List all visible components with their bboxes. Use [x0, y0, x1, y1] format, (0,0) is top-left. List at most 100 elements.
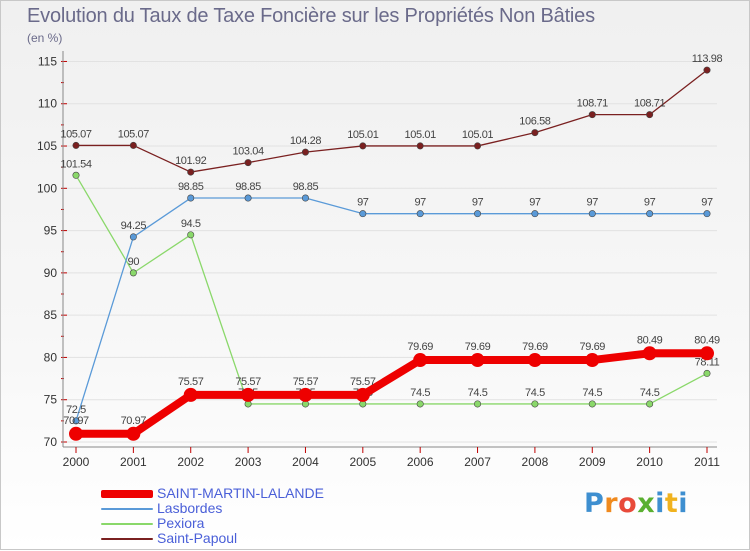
legend-swatch-saint-papoul: [101, 537, 153, 540]
data-label: 75.57: [235, 376, 261, 388]
x-tick-label: 2000: [63, 455, 90, 469]
data-point: [531, 210, 539, 218]
data-label: 79.69: [465, 341, 491, 353]
data-point: [474, 142, 482, 150]
y-tick-label: 70: [44, 435, 58, 449]
data-label: 75.57: [293, 376, 319, 388]
data-label: 97: [472, 197, 484, 209]
data-point: [72, 417, 80, 425]
legend-label: Lasbordes: [157, 500, 223, 516]
data-label: 98.85: [235, 181, 261, 193]
legend-item-saint-papoul: Saint-Papoul: [101, 531, 324, 546]
data-label: 105.01: [462, 129, 494, 141]
y-tick-label: 100: [37, 181, 57, 195]
data-point: [72, 171, 80, 179]
data-label: 74.5: [468, 387, 488, 399]
data-point: [187, 194, 195, 202]
data-label: 79.69: [580, 341, 606, 353]
data-label: 105.07: [60, 128, 92, 140]
y-tick-label: 115: [38, 54, 57, 68]
data-point: [359, 210, 367, 218]
y-tick-label: 105: [37, 139, 57, 153]
data-point: [588, 210, 596, 218]
data-label: 94.5: [181, 218, 201, 230]
data-point: [703, 369, 711, 377]
x-tick-label: 2005: [349, 455, 376, 469]
data-label: 75.57: [178, 376, 204, 388]
legend-label: Saint-Papoul: [157, 530, 238, 546]
y-tick-label: 95: [44, 224, 58, 238]
series-line: [75, 174, 708, 405]
data-point: [416, 400, 424, 408]
x-tick-label: 2011: [694, 455, 720, 469]
legend-swatch-saint-martin-lalande: [101, 489, 153, 498]
legend-label: Pexiora: [157, 515, 205, 531]
data-point: [585, 353, 600, 368]
data-point: [187, 168, 195, 176]
data-label: 98.85: [293, 181, 319, 193]
data-label: 108.71: [634, 98, 666, 110]
x-tick-label: 2010: [636, 455, 663, 469]
data-label: 78.11: [695, 356, 720, 368]
chart-title: Evolution du Taux de Taxe Foncière sur l…: [27, 5, 595, 27]
data-point: [642, 346, 657, 361]
data-point: [241, 387, 256, 402]
data-point: [298, 387, 313, 402]
data-label: 80.49: [637, 334, 663, 346]
data-label: 74.5: [640, 387, 660, 399]
series-line: [75, 69, 708, 173]
data-point: [129, 233, 137, 241]
data-label: 101.54: [60, 158, 92, 170]
data-label: 70.97: [63, 415, 89, 427]
data-point: [72, 141, 80, 149]
data-point: [69, 426, 83, 441]
data-point: [646, 210, 654, 218]
data-label: 74.5: [525, 387, 545, 399]
data-point: [703, 66, 711, 74]
data-point: [183, 387, 198, 402]
data-label: 72.5: [66, 404, 86, 416]
x-tick-label: 2003: [235, 455, 262, 469]
x-tick-label: 2001: [120, 455, 147, 469]
y-tick-label: 75: [44, 393, 58, 407]
data-label: 105.01: [405, 129, 437, 141]
data-point: [470, 353, 485, 368]
data-label: 113.98: [692, 53, 723, 65]
data-point: [703, 210, 711, 218]
data-label: 98.85: [178, 181, 204, 193]
data-label: 80.49: [694, 334, 720, 346]
data-point: [531, 400, 539, 408]
data-point: [301, 148, 309, 156]
y-tick-label: 90: [44, 266, 58, 280]
proxiti-logo: Proxiti: [584, 488, 689, 519]
data-label: 90: [128, 256, 140, 268]
data-label: 97: [529, 197, 541, 209]
legend-swatch-lasbordes: [101, 507, 153, 510]
data-label: 105.01: [347, 129, 379, 141]
data-label: 75.57: [350, 376, 376, 388]
data-label: 79.69: [407, 341, 433, 353]
unit-label: (en %): [27, 31, 63, 45]
legend: SAINT-MARTIN-LALANDE Lasbordes Pexiora S…: [101, 486, 324, 546]
data-label: 101.92: [175, 155, 207, 167]
legend-item-lasbordes: Lasbordes: [101, 501, 324, 516]
data-point: [301, 194, 309, 202]
y-tick-label: 80: [44, 350, 58, 364]
data-point: [646, 400, 654, 408]
data-point: [700, 346, 714, 361]
data-point: [474, 400, 482, 408]
data-label: 108.71: [577, 98, 609, 110]
data-point: [413, 353, 428, 368]
data-point: [126, 426, 141, 441]
x-tick-label: 2007: [464, 455, 491, 469]
data-point: [531, 129, 539, 137]
x-tick-label: 2008: [522, 455, 549, 469]
legend-swatch-pexiora: [101, 522, 153, 525]
data-label: 94.25: [121, 220, 147, 232]
data-point: [355, 387, 370, 402]
data-point: [527, 353, 542, 368]
data-point: [646, 111, 654, 119]
legend-label: SAINT-MARTIN-LALANDE: [157, 485, 324, 501]
